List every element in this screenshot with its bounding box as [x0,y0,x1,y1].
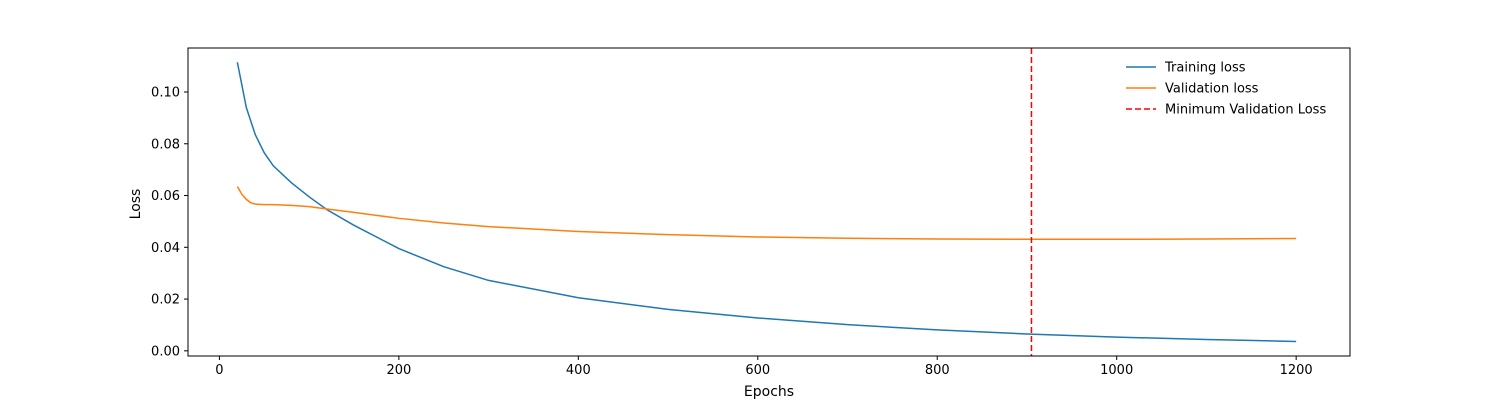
y-tick-label: 0.10 [151,86,180,101]
plot-area-frame [187,47,1351,357]
series-line-validation-loss [236,186,1297,241]
x-tick-label: 400 [566,363,591,378]
y-tick-label: 0.08 [151,137,180,152]
y-tick-label: 0.06 [151,189,180,204]
x-tick-label: 800 [925,363,950,378]
y-tick-label: 0.04 [151,241,180,256]
x-axis-label: Epochs [744,384,794,400]
y-tick-label: 0.02 [151,293,180,308]
legend-label-training-loss: Training loss [1164,61,1246,76]
y-tick-label: 0.00 [151,344,180,359]
x-tick-label: 1000 [1100,363,1133,378]
series-line-training-loss [236,62,1297,343]
x-tick-label: 200 [386,363,411,378]
x-tick-label: 600 [745,363,770,378]
x-tick-label: 1200 [1280,363,1313,378]
y-axis-label: Loss [128,189,144,220]
legend: Training loss Validation loss Minimum Vali… [1126,61,1326,118]
x-tick-label: 0 [215,363,223,378]
plot-series [236,48,1297,356]
legend-label-validation-loss: Validation loss [1165,82,1259,97]
y-axis-ticks: 0.00 0.02 0.04 0.06 0.08 0.10 [151,86,188,359]
x-axis-ticks: 0 200 400 600 800 1000 1200 [215,356,1313,378]
legend-label-minimum-validation-loss: Minimum Validation Loss [1165,103,1326,118]
